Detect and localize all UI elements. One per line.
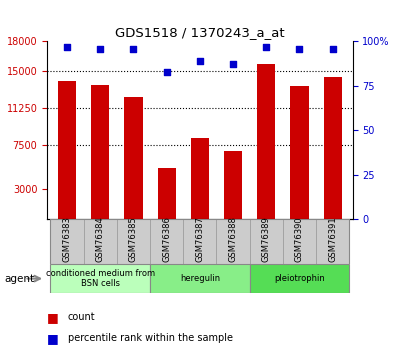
Text: ■: ■ <box>47 311 59 324</box>
Bar <box>249 264 348 293</box>
Point <box>229 62 236 67</box>
Bar <box>323 77 341 219</box>
Point <box>130 46 137 51</box>
Bar <box>256 64 275 219</box>
Bar <box>50 264 150 293</box>
Bar <box>190 138 209 219</box>
Bar <box>290 86 308 219</box>
Text: percentile rank within the sample: percentile rank within the sample <box>67 333 232 343</box>
Text: GSM76383: GSM76383 <box>63 216 72 262</box>
Bar <box>91 85 109 219</box>
Text: pleiotrophin: pleiotrophin <box>274 274 324 283</box>
Text: GSM76384: GSM76384 <box>96 216 105 262</box>
Text: conditioned medium from
BSN cells: conditioned medium from BSN cells <box>45 269 155 288</box>
Text: GSM76387: GSM76387 <box>195 216 204 262</box>
Bar <box>223 151 242 219</box>
Bar <box>58 81 76 219</box>
Bar <box>157 168 175 219</box>
Point <box>262 44 269 49</box>
Bar <box>282 219 315 264</box>
Bar <box>150 219 183 264</box>
Text: GSM76388: GSM76388 <box>228 216 237 262</box>
Title: GDS1518 / 1370243_a_at: GDS1518 / 1370243_a_at <box>115 26 284 39</box>
Bar <box>83 219 117 264</box>
Bar <box>183 219 216 264</box>
Point <box>163 69 170 75</box>
Bar <box>124 97 142 219</box>
Bar <box>150 264 249 293</box>
Point <box>64 44 70 49</box>
Text: GSM76386: GSM76386 <box>162 216 171 262</box>
Bar <box>50 219 83 264</box>
Bar <box>315 219 348 264</box>
Point <box>97 46 103 51</box>
Point <box>328 46 335 51</box>
Text: GSM76389: GSM76389 <box>261 216 270 262</box>
Text: GSM76391: GSM76391 <box>327 216 336 262</box>
Point <box>295 46 302 51</box>
Text: agent: agent <box>4 274 34 284</box>
Text: GSM76385: GSM76385 <box>129 216 138 262</box>
Text: ■: ■ <box>47 332 59 345</box>
Bar <box>216 219 249 264</box>
Bar <box>249 219 282 264</box>
Bar <box>117 219 150 264</box>
Text: count: count <box>67 313 95 322</box>
Text: heregulin: heregulin <box>180 274 219 283</box>
Text: GSM76390: GSM76390 <box>294 216 303 262</box>
Point <box>196 58 203 64</box>
